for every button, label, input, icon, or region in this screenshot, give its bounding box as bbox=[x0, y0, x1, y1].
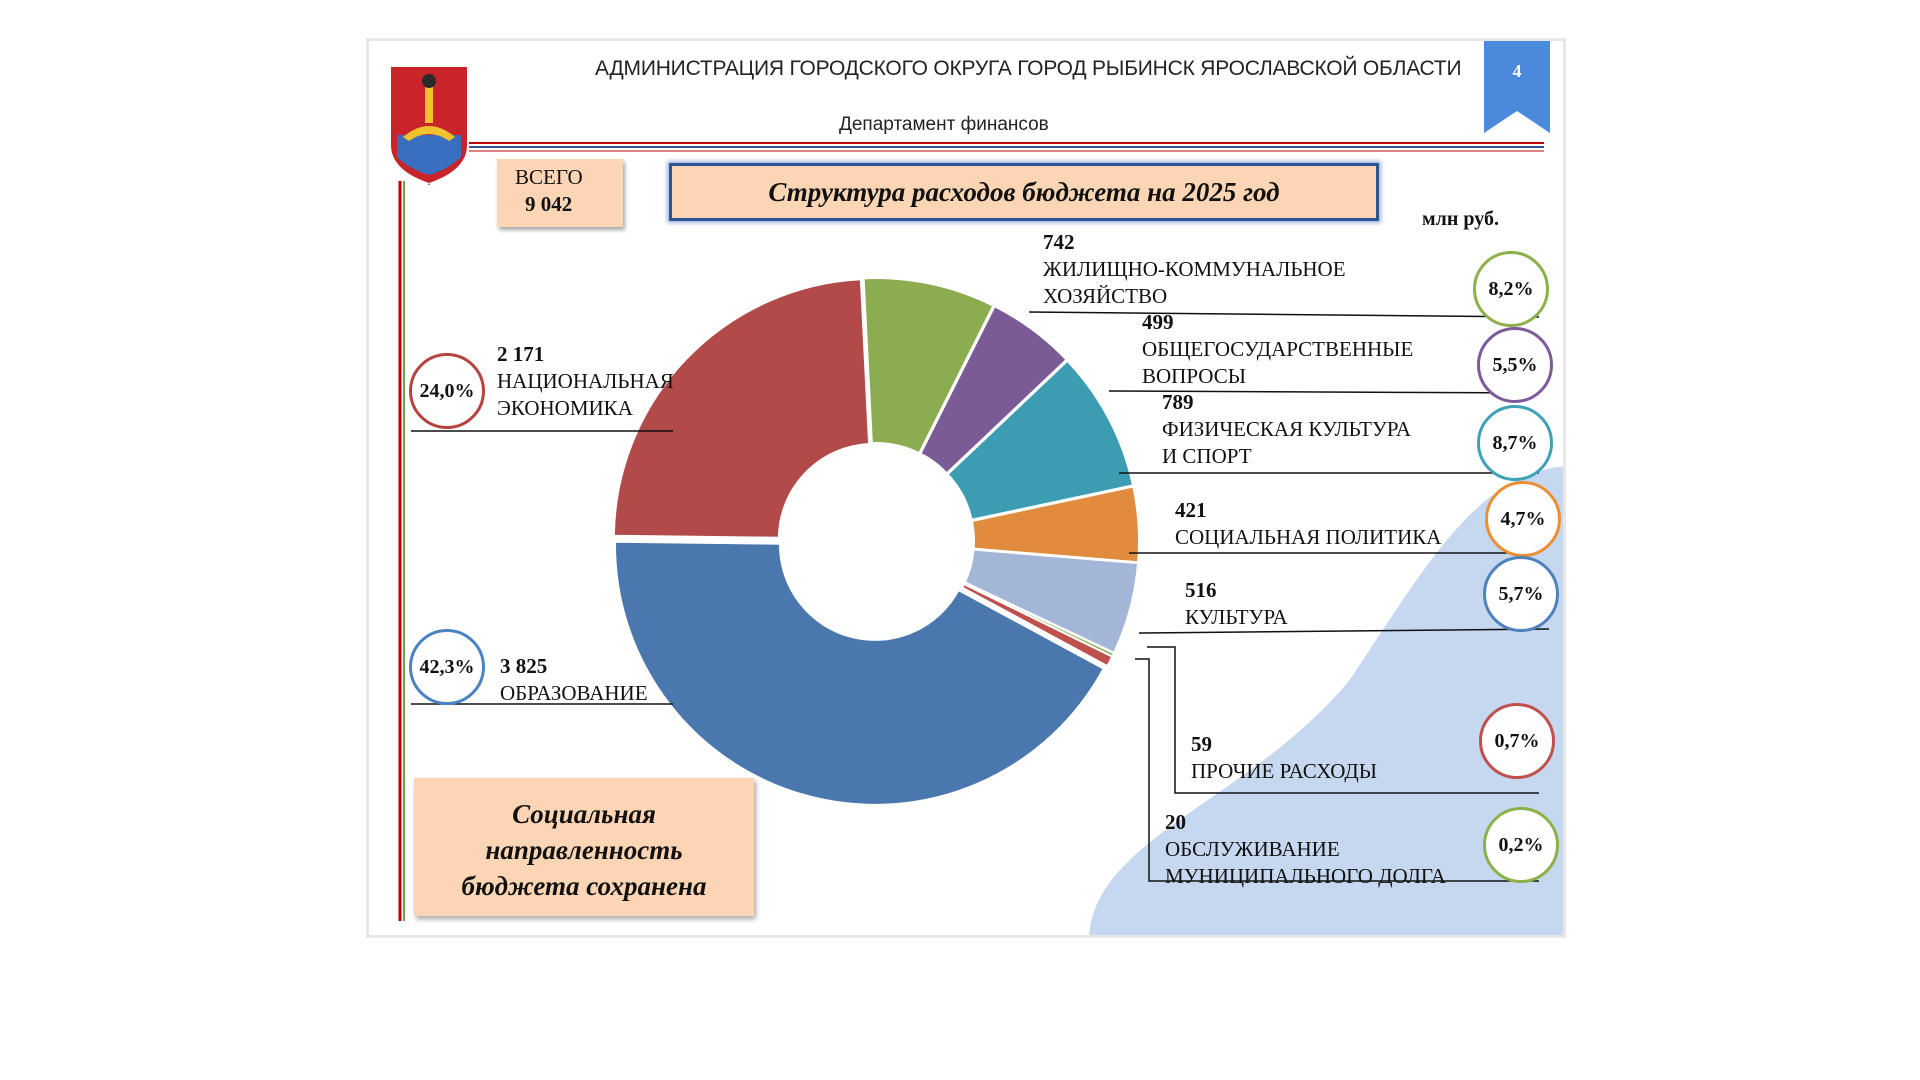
name-general-line1: ОБЩЕГОСУДАРСТВЕННЫЕ bbox=[1142, 337, 1414, 361]
note-line1: Социальная bbox=[512, 799, 656, 829]
conclusion-note: Социальная направленность бюджета сохран… bbox=[414, 778, 754, 916]
value-housing: 742 bbox=[1043, 230, 1075, 254]
leader-housing bbox=[1028, 311, 1540, 318]
organization-title: АДМИНИСТРАЦИЯ ГОРОДСКОГО ОКРУГА ГОРОД РЫ… bbox=[595, 57, 1462, 80]
name-economy-line2: ЭКОНОМИКА bbox=[497, 396, 633, 420]
leader-general bbox=[1108, 390, 1540, 394]
page-number: 4 bbox=[1512, 61, 1522, 81]
percent-social: 4,7% bbox=[1485, 481, 1561, 557]
name-education-line1: ОБРАЗОВАНИЕ bbox=[500, 681, 648, 705]
donut-slice-education bbox=[614, 540, 1106, 806]
leader-culture bbox=[1138, 628, 1550, 634]
value-sport: 789 bbox=[1162, 390, 1194, 414]
name-housing-line1: ЖИЛИЩНО-КОММУНАЛЬНОЕ bbox=[1043, 257, 1346, 281]
value-other: 59 bbox=[1191, 732, 1212, 756]
leader-other bbox=[1147, 646, 1539, 794]
donut-slice-other bbox=[960, 582, 1114, 668]
label-other: 59 ПРОЧИЕ РАСХОДЫ bbox=[1191, 731, 1377, 785]
label-housing: 742 ЖИЛИЩНО-КОММУНАЛЬНОЕ ХОЗЯЙСТВО bbox=[1043, 229, 1346, 310]
percent-general: 5,5% bbox=[1477, 327, 1553, 403]
total-label: ВСЕГО bbox=[515, 165, 583, 189]
slide: АДМИНИСТРАЦИЯ ГОРОДСКОГО ОКРУГА ГОРОД РЫ… bbox=[366, 38, 1566, 938]
decorative-lines bbox=[398, 142, 1544, 921]
percent-other: 0,7% bbox=[1479, 703, 1555, 779]
name-sport-line1: ФИЗИЧЕСКАЯ КУЛЬТУРА bbox=[1162, 417, 1412, 441]
note-line2: направленность bbox=[485, 835, 683, 865]
label-economy: 2 171 НАЦИОНАЛЬНАЯ ЭКОНОМИКА bbox=[497, 341, 674, 422]
label-education: 3 825 ОБРАЗОВАНИЕ bbox=[500, 653, 648, 707]
units-label: млн руб. bbox=[1422, 208, 1499, 230]
label-general: 499 ОБЩЕГОСУДАРСТВЕННЫЕ ВОПРОСЫ bbox=[1142, 309, 1413, 390]
value-social: 421 bbox=[1175, 498, 1207, 522]
donut-slice-economy bbox=[612, 278, 871, 539]
name-economy-line1: НАЦИОНАЛЬНАЯ bbox=[497, 369, 674, 393]
percent-education: 42,3% bbox=[409, 629, 485, 705]
percent-housing: 8,2% bbox=[1473, 251, 1549, 327]
percent-sport: 8,7% bbox=[1477, 405, 1553, 481]
value-economy: 2 171 bbox=[497, 342, 545, 366]
name-social-line1: СОЦИАЛЬНАЯ ПОЛИТИКА bbox=[1175, 525, 1442, 549]
page-number-badge bbox=[1484, 41, 1550, 133]
label-culture: 516 КУЛЬТУРА bbox=[1185, 577, 1288, 631]
blue-blob bbox=[1089, 466, 1563, 935]
donut-slice-general bbox=[919, 304, 1068, 475]
value-culture: 516 bbox=[1185, 578, 1217, 602]
donut-slice-housing bbox=[862, 277, 995, 455]
percent-debt: 0,2% bbox=[1483, 807, 1559, 883]
name-debt-line2: МУНИЦИПАЛЬНОГО ДОЛГА bbox=[1165, 864, 1446, 888]
background-shape bbox=[1089, 466, 1563, 935]
donut-slice-sport bbox=[946, 359, 1135, 521]
name-sport-line2: И СПОРТ bbox=[1162, 444, 1252, 468]
value-general: 499 bbox=[1142, 310, 1174, 334]
name-debt-line1: ОБСЛУЖИВАНИЕ bbox=[1165, 837, 1340, 861]
label-sport: 789 ФИЗИЧЕСКАЯ КУЛЬТУРА И СПОРТ bbox=[1162, 389, 1411, 470]
coat-of-arms-logo bbox=[391, 67, 467, 185]
note-line3: бюджета сохранена bbox=[461, 871, 707, 901]
donut-chart bbox=[612, 277, 1140, 806]
department-title: Департамент финансов bbox=[839, 114, 1049, 135]
name-housing-line2: ХОЗЯЙСТВО bbox=[1043, 284, 1168, 308]
value-education: 3 825 bbox=[500, 654, 548, 678]
label-debt: 20 ОБСЛУЖИВАНИЕ МУНИЦИПАЛЬНОГО ДОЛГА bbox=[1165, 809, 1446, 890]
total-value: 9 042 bbox=[525, 192, 573, 216]
name-general-line2: ВОПРОСЫ bbox=[1142, 364, 1247, 388]
total-box: ВСЕГО 9 042 bbox=[497, 159, 623, 227]
chart-title: Структура расходов бюджета на 2025 год bbox=[669, 163, 1379, 221]
value-debt: 20 bbox=[1165, 810, 1186, 834]
label-social: 421 СОЦИАЛЬНАЯ ПОЛИТИКА bbox=[1175, 497, 1441, 551]
donut-hole bbox=[783, 448, 969, 634]
percent-culture: 5,7% bbox=[1483, 556, 1559, 632]
name-culture-line1: КУЛЬТУРА bbox=[1185, 605, 1288, 629]
name-other-line1: ПРОЧИЕ РАСХОДЫ bbox=[1191, 759, 1378, 783]
leader-debt bbox=[1135, 658, 1539, 882]
percent-economy: 24,0% bbox=[409, 353, 485, 429]
